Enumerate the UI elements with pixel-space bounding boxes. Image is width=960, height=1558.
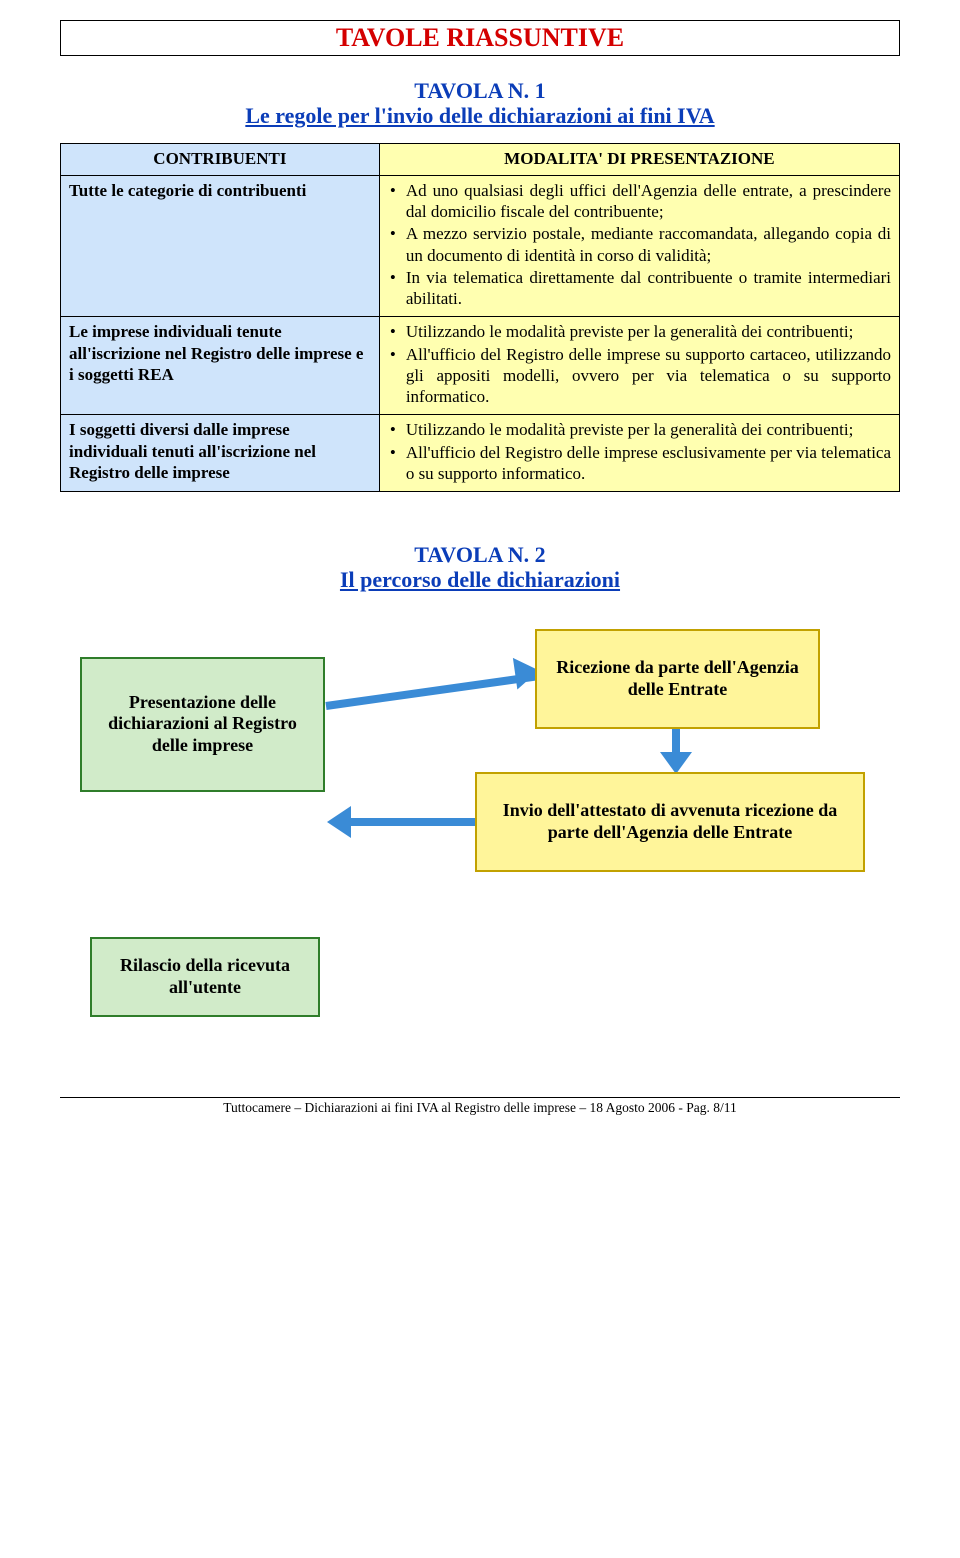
flow-node-ricezione: Ricezione da parte dell'Agenzia delle En… (535, 629, 820, 729)
row2-left-text: I soggetti diversi dalle imprese individ… (69, 420, 316, 482)
tavola1-subtitle: Le regole per l'invio delle dichiarazion… (245, 103, 714, 128)
flow-node-rilascio: Rilascio della ricevuta all'utente (90, 937, 320, 1017)
row0-right: Ad uno qualsiasi degli uffici dell'Agenz… (379, 175, 899, 317)
main-title-box: TAVOLE RIASSUNTIVE (60, 20, 900, 56)
node-text: Presentazione delle dichiarazioni al Reg… (88, 692, 317, 757)
row2-bullets: Utilizzando le modalità previste per la … (388, 419, 891, 484)
list-item: All'ufficio del Registro delle imprese s… (388, 344, 891, 408)
row1-left: Le imprese individuali tenute all'iscriz… (61, 317, 380, 415)
tavola2-title: TAVOLA N. 2 (414, 542, 545, 567)
tavola1-table: CONTRIBUENTI MODALITA' DI PRESENTAZIONE … (60, 143, 900, 493)
table-header-row: CONTRIBUENTI MODALITA' DI PRESENTAZIONE (61, 143, 900, 175)
row2-right: Utilizzando le modalità previste per la … (379, 415, 899, 492)
list-item: In via telematica direttamente dal contr… (388, 267, 891, 310)
footer-text: Tuttocamere – Dichiarazioni ai fini IVA … (223, 1100, 737, 1115)
table-row: Tutte le categorie di contribuenti Ad un… (61, 175, 900, 317)
page-footer: Tuttocamere – Dichiarazioni ai fini IVA … (60, 1098, 900, 1116)
tavola1-title: TAVOLA N. 1 (414, 78, 545, 103)
row0-left-text: Tutte le categorie di contribuenti (69, 181, 306, 200)
list-item: Ad uno qualsiasi degli uffici dell'Agenz… (388, 180, 891, 223)
header-right-text: MODALITA' DI PRESENTAZIONE (504, 149, 774, 168)
arrow-line (325, 672, 536, 709)
arrow-head-icon (660, 752, 692, 774)
table-row: I soggetti diversi dalle imprese individ… (61, 415, 900, 492)
flow-node-presentazione: Presentazione delle dichiarazioni al Reg… (80, 657, 325, 792)
arrow-head-icon (327, 806, 351, 838)
table-row: Le imprese individuali tenute all'iscriz… (61, 317, 900, 415)
tavola2-heading: TAVOLA N. 2 Il percorso delle dichiarazi… (60, 542, 900, 593)
row1-bullets: Utilizzando le modalità previste per la … (388, 321, 891, 407)
list-item: Utilizzando le modalità previste per la … (388, 419, 891, 440)
header-right: MODALITA' DI PRESENTAZIONE (379, 143, 899, 175)
list-item: A mezzo servizio postale, mediante racco… (388, 223, 891, 266)
tavola1-heading: TAVOLA N. 1 Le regole per l'invio delle … (60, 78, 900, 129)
list-item: All'ufficio del Registro delle imprese e… (388, 442, 891, 485)
node-text: Invio dell'attestato di avvenuta ricezio… (483, 800, 857, 843)
node-text: Ricezione da parte dell'Agenzia delle En… (543, 657, 812, 700)
arrow-line (350, 818, 477, 826)
tavola2-subtitle: Il percorso delle dichiarazioni (340, 567, 620, 592)
list-item: Utilizzando le modalità previste per la … (388, 321, 891, 342)
flow-node-attestato: Invio dell'attestato di avvenuta ricezio… (475, 772, 865, 872)
node-text: Rilascio della ricevuta all'utente (98, 955, 312, 998)
row0-left: Tutte le categorie di contribuenti (61, 175, 380, 317)
flow-diagram: Presentazione delle dichiarazioni al Reg… (60, 607, 900, 1047)
row1-right: Utilizzando le modalità previste per la … (379, 317, 899, 415)
header-left: CONTRIBUENTI (61, 143, 380, 175)
main-title: TAVOLE RIASSUNTIVE (336, 23, 624, 52)
row2-left: I soggetti diversi dalle imprese individ… (61, 415, 380, 492)
row1-left-text: Le imprese individuali tenute all'iscriz… (69, 322, 363, 384)
row0-bullets: Ad uno qualsiasi degli uffici dell'Agenz… (388, 180, 891, 310)
header-left-text: CONTRIBUENTI (153, 149, 286, 168)
